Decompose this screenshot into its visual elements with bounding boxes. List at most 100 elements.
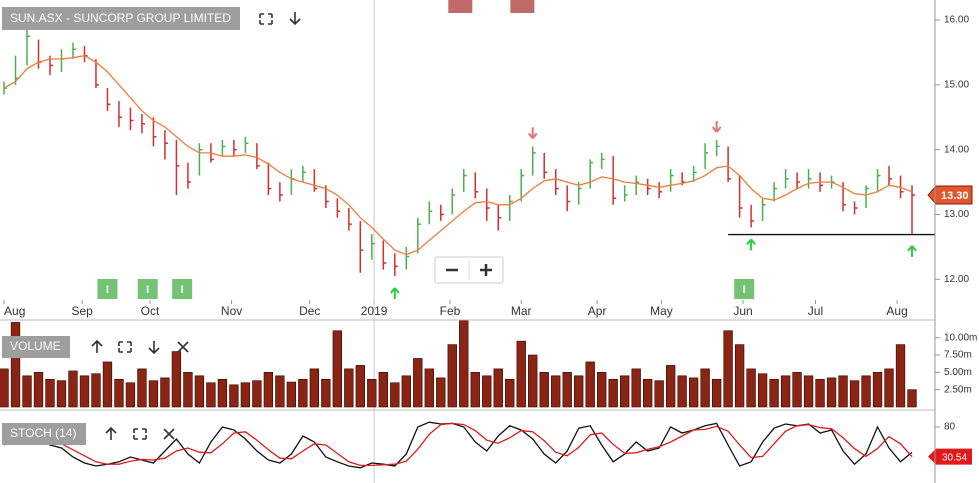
event-marker [734,279,755,299]
volume-bar [378,372,388,408]
volume-bar [240,382,251,408]
volume-bar [252,380,262,408]
volume-bar [470,372,480,408]
volume-bar [194,375,205,408]
volume-bar [562,372,572,408]
title-box [2,7,240,30]
volume-bar [608,378,618,408]
x-tick-label: Mar [511,304,532,318]
volume-bar [516,340,526,408]
x-tick-label: Oct [141,304,160,318]
volume-bar [298,378,308,408]
volume-bar [849,380,860,408]
fullscreen-icon[interactable] [133,428,147,440]
fullscreen-icon[interactable] [118,341,132,353]
y-tick-label: 10.00m [944,332,977,343]
move-down-icon[interactable] [148,341,160,355]
fullscreen-icon[interactable] [259,13,273,25]
volume-bar [734,344,745,408]
volume-bar [746,368,756,408]
volume-bar [79,375,90,408]
y-tick-label: 5.00m [944,367,972,378]
volume-bar [286,381,297,408]
chart-title: SUN.ASX - SUNCORP GROUP LIMITED [10,11,231,25]
volume-bar [620,375,630,408]
zoom-in-button[interactable] [480,264,492,276]
x-tick-label: Aug [4,304,25,318]
volume-bar [493,368,503,408]
volume-bar [217,378,228,408]
volume-bar [642,378,653,408]
y-tick-label: 16.00 [944,15,969,26]
volume-bar [68,370,78,408]
moving-average [3,55,913,256]
move-up-icon[interactable] [105,426,117,440]
volume-bar [183,372,193,408]
y-tick-label: 13.00 [944,209,969,220]
volume-bar [654,380,664,408]
volume-bar [780,375,791,408]
move-up-icon[interactable] [91,339,103,353]
volume-bar [367,378,377,408]
y-tick-label: 12.00 [944,274,969,285]
panel-title: VOLUME [10,339,61,353]
volume-bar [769,378,779,408]
alert-marker [448,0,473,13]
volume-bar [424,368,434,408]
event-marker [172,279,193,299]
volume-bar [528,354,538,408]
volume-bar [574,375,584,408]
volume-bar [884,368,894,408]
volume-bar [539,372,549,408]
x-tick-label: Aug [886,304,907,318]
volume-bar [309,368,320,408]
volume-bar [33,372,44,408]
volume-bar [585,361,595,408]
panel-title: STOCH (14) [10,426,76,440]
volume-bar [91,373,101,408]
stoch-line [3,422,913,467]
y-tick-label: 2.50m [944,384,972,395]
buy-signal [746,238,756,251]
move-down-icon[interactable] [289,12,301,26]
close-icon[interactable] [177,341,189,353]
volume-bar [413,358,423,408]
volume-bar [723,330,733,408]
volume-bar [815,378,825,408]
volume-bar [792,372,802,408]
close-icon[interactable] [163,428,175,440]
volume-bar [355,365,365,408]
volume-bar [482,375,492,408]
volume-bar [56,380,67,408]
volume-bar [114,378,124,408]
volume-bar [125,382,136,408]
volume-bar [459,320,469,408]
y-tick-label: 14.00 [944,144,969,155]
volume-bar [0,368,9,408]
volume-bar [803,375,814,408]
volume-bar [263,372,274,408]
x-tick-label: Feb [440,304,461,318]
y-tick-label: 80 [944,422,956,433]
event-marker [137,279,158,299]
volume-bar [22,375,32,408]
volume-bar [102,361,113,408]
volume-bar [45,378,55,408]
volume-bar [505,378,515,408]
x-tick-label: Jul [808,304,823,318]
sell-signal [527,127,538,140]
volume-bar [321,378,331,408]
x-tick-label: Dec [299,304,320,318]
volume-bar [895,344,906,408]
sell-signal [711,120,722,133]
volume-bar [665,365,676,408]
volume-bar [275,375,285,408]
volume-bar [229,384,239,408]
volume-bar [137,368,147,408]
volume-bar [332,330,343,408]
volume-bar [171,351,182,408]
last-price-label: 13.30 [941,190,969,202]
last-value-label: 30.54 [942,452,967,463]
